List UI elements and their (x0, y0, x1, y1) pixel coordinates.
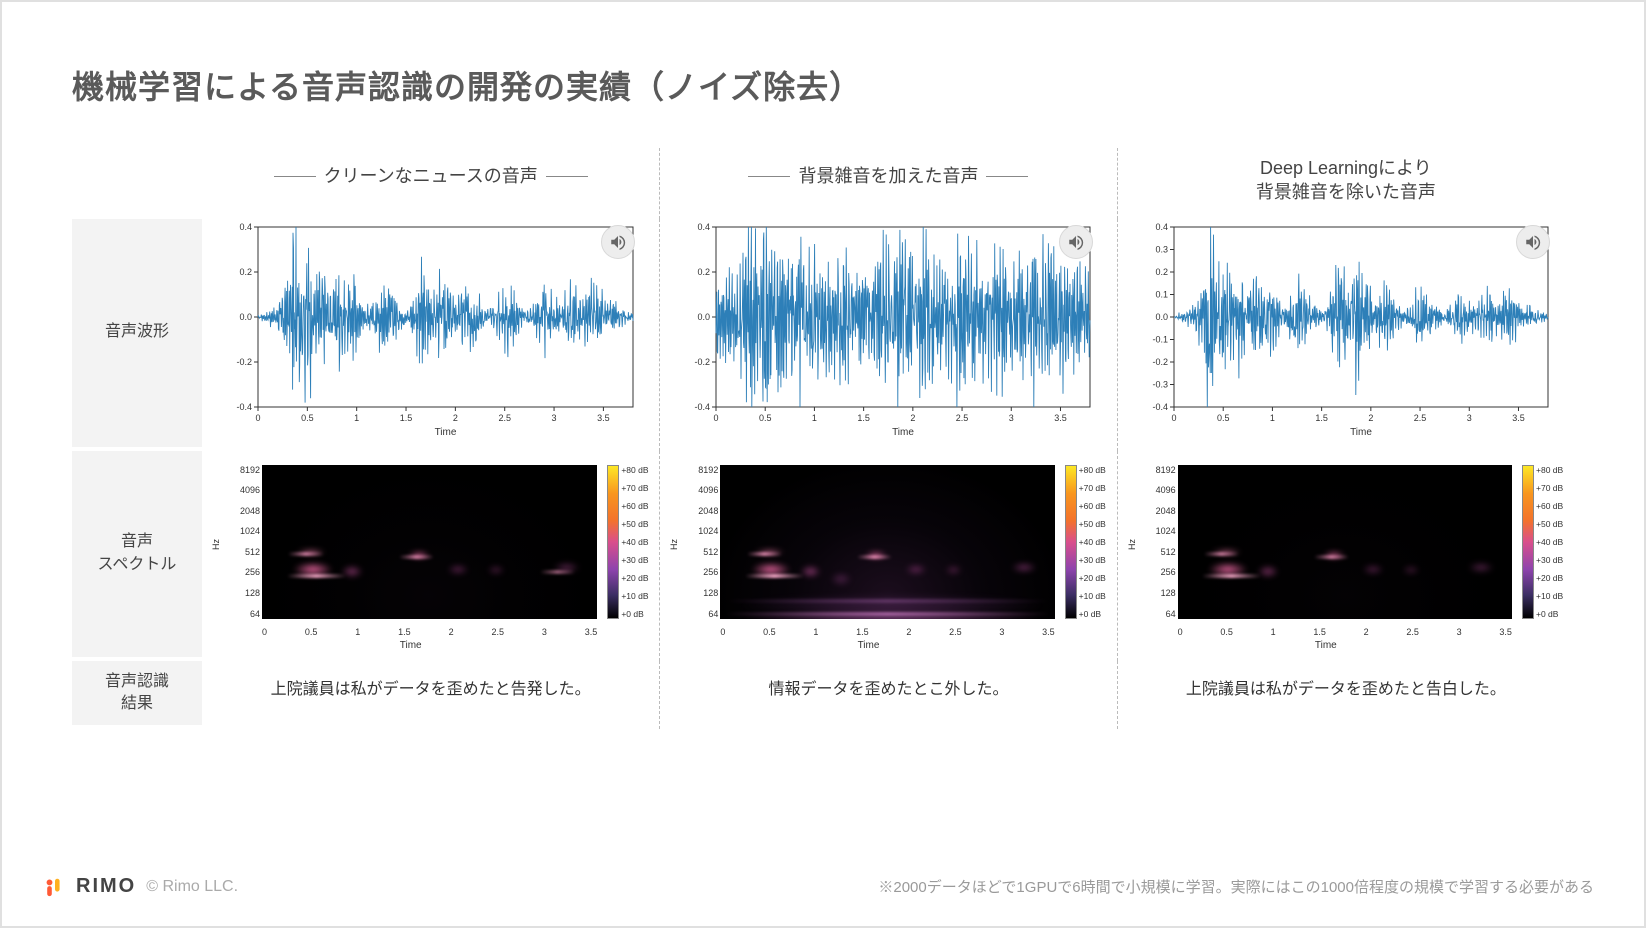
svg-text:2: 2 (1368, 413, 1373, 423)
col-header-2: 背景雑音を加えた音声 (678, 148, 1098, 210)
svg-text:-0.2: -0.2 (236, 357, 252, 367)
col-header-1: クリーンなニュースの音声 (220, 148, 641, 210)
svg-text:0.4: 0.4 (1155, 222, 1168, 232)
row-label-waveform: 音声波形 (72, 219, 202, 447)
svg-text:-0.4: -0.4 (1152, 402, 1168, 412)
col-3: Deep Learningにより 背景雑音を除いた音声 (1117, 148, 1574, 219)
svg-text:-0.1: -0.1 (1152, 334, 1168, 344)
spectrogram-3: 819240962048102451225612864Hz00.511.522.… (1136, 451, 1556, 651)
spectro-cell-3: 819240962048102451225612864Hz00.511.522.… (1117, 451, 1574, 661)
logo: RIMO © Rimo LLC. (44, 875, 238, 898)
svg-text:0.0: 0.0 (239, 312, 252, 322)
svg-text:Time: Time (1350, 427, 1372, 438)
result-cell-3: 上院議員は私がデータを歪めたと告白した。 (1117, 661, 1574, 730)
spectrogram-1: 819240962048102451225612864Hz00.511.522.… (220, 451, 641, 651)
dash-icon (274, 176, 316, 177)
svg-text:0.0: 0.0 (698, 312, 711, 322)
comparison-grid: クリーンなニュースの音声 背景雑音を加えた音声 Deep Learningにより… (72, 148, 1574, 729)
svg-text:3: 3 (552, 413, 557, 423)
svg-text:2: 2 (453, 413, 458, 423)
svg-text:1.5: 1.5 (858, 413, 871, 423)
result-cell-2: 情報データを歪めたとこ外した。 (659, 661, 1116, 730)
waveform-chart-1: -0.4 -0.2 0.0 0.2 0.4 0 0.5 1 1.5 2 2.5 3 3.5 Time (220, 219, 641, 439)
col-header-2-text: 背景雑音を加えた音声 (798, 164, 978, 188)
waveform-cell-3: -0.4 -0.3 -0.2 -0.1 0.0 0.1 0.2 0.3 0.4 0 0.5 1 1.5 2… (1117, 219, 1574, 451)
dash-icon (748, 176, 790, 177)
waveform-chart-3: -0.4 -0.3 -0.2 -0.1 0.0 0.1 0.2 0.3 0.4 0 0.5 1 1.5 2… (1136, 219, 1556, 439)
speaker-icon (1067, 233, 1085, 251)
logo-text: RIMO (76, 875, 136, 898)
col-header-1-text: クリーンなニュースの音声 (324, 164, 538, 188)
result-text-1: 上院議員は私がデータを歪めたと告発した。 (220, 661, 641, 713)
row-label-result: 音声認識 結果 (72, 661, 202, 726)
waveform-chart-2: -0.4 -0.2 0.0 0.2 0.4 0 0.5 1 1.5 2 2.5 3 3.5 Time (678, 219, 1098, 439)
play-audio-button-1[interactable] (601, 225, 635, 259)
svg-text:3.5: 3.5 (1055, 413, 1068, 423)
svg-text:0.2: 0.2 (1155, 267, 1168, 277)
svg-text:0.2: 0.2 (239, 267, 252, 277)
svg-text:2.5: 2.5 (1413, 413, 1426, 423)
svg-text:-0.4: -0.4 (695, 402, 711, 412)
svg-text:3: 3 (1466, 413, 1471, 423)
waveform-cell-1: -0.4 -0.2 0.0 0.2 0.4 0 0.5 1 1.5 2 2.5 3 3.5 Time (202, 219, 659, 451)
svg-text:-0.2: -0.2 (695, 357, 711, 367)
svg-text:2: 2 (911, 413, 916, 423)
svg-text:-0.3: -0.3 (1152, 379, 1168, 389)
svg-text:1: 1 (354, 413, 359, 423)
result-cell-1: 上院議員は私がデータを歪めたと告発した。 (202, 661, 659, 730)
copyright: © Rimo LLC. (146, 878, 238, 896)
svg-text:Time: Time (892, 427, 914, 438)
spectro-cell-2: 819240962048102451225612864Hz00.511.522.… (659, 451, 1116, 661)
svg-text:3: 3 (1009, 413, 1014, 423)
svg-text:1.5: 1.5 (1315, 413, 1328, 423)
dash-icon (986, 176, 1028, 177)
svg-text:2.5: 2.5 (498, 413, 511, 423)
result-text-2: 情報データを歪めたとこ外した。 (678, 661, 1098, 713)
speaker-icon (1524, 233, 1542, 251)
svg-text:0.5: 0.5 (1217, 413, 1230, 423)
page-title: 機械学習による音声認識の開発の実績（ノイズ除去） (72, 62, 1574, 108)
svg-text:0.2: 0.2 (698, 267, 711, 277)
svg-text:0.4: 0.4 (239, 222, 252, 232)
svg-text:0: 0 (1171, 413, 1176, 423)
svg-text:0.1: 0.1 (1155, 289, 1168, 299)
footnote: ※2000データほどで1GPUで6時間で小規模に学習。実際にはこの1000倍程度… (878, 876, 1594, 897)
svg-text:0.3: 0.3 (1155, 244, 1168, 254)
col-header-3-text: Deep Learningにより 背景雑音を除いた音声 (1256, 156, 1436, 205)
dash-icon (546, 176, 588, 177)
footer: RIMO © Rimo LLC. ※2000データほどで1GPUで6時間で小規模… (44, 875, 1594, 898)
col-header-3: Deep Learningにより 背景雑音を除いた音声 (1136, 148, 1556, 219)
svg-text:1: 1 (1270, 413, 1275, 423)
col-1: クリーンなニュースの音声 (202, 148, 659, 219)
svg-text:0: 0 (714, 413, 719, 423)
svg-text:3.5: 3.5 (597, 413, 610, 423)
spectro-cell-1: 819240962048102451225612864Hz00.511.522.… (202, 451, 659, 661)
result-text-3: 上院議員は私がデータを歪めたと告白した。 (1136, 661, 1556, 713)
svg-text:0.5: 0.5 (301, 413, 314, 423)
svg-text:3.5: 3.5 (1512, 413, 1525, 423)
waveform-cell-2: -0.4 -0.2 0.0 0.2 0.4 0 0.5 1 1.5 2 2.5 3 3.5 Time (659, 219, 1116, 451)
blank-cell (72, 148, 202, 219)
svg-text:0.4: 0.4 (698, 222, 711, 232)
col-2: 背景雑音を加えた音声 (659, 148, 1116, 219)
svg-text:-0.4: -0.4 (236, 402, 252, 412)
speaker-icon (609, 233, 627, 251)
spectrogram-2: 819240962048102451225612864Hz00.511.522.… (678, 451, 1098, 651)
svg-text:-0.2: -0.2 (1152, 357, 1168, 367)
slide: 機械学習による音声認識の開発の実績（ノイズ除去） クリーンなニュースの音声 背景… (0, 0, 1646, 928)
svg-text:0.5: 0.5 (759, 413, 772, 423)
play-audio-button-2[interactable] (1059, 225, 1093, 259)
svg-text:0.0: 0.0 (1155, 312, 1168, 322)
svg-text:Time: Time (435, 427, 457, 438)
svg-text:2.5: 2.5 (956, 413, 969, 423)
svg-text:1.5: 1.5 (400, 413, 413, 423)
svg-text:1: 1 (812, 413, 817, 423)
play-audio-button-3[interactable] (1516, 225, 1550, 259)
row-label-spectrum: 音声 スペクトル (72, 451, 202, 657)
svg-text:0: 0 (255, 413, 260, 423)
logo-mark-icon (44, 876, 66, 898)
